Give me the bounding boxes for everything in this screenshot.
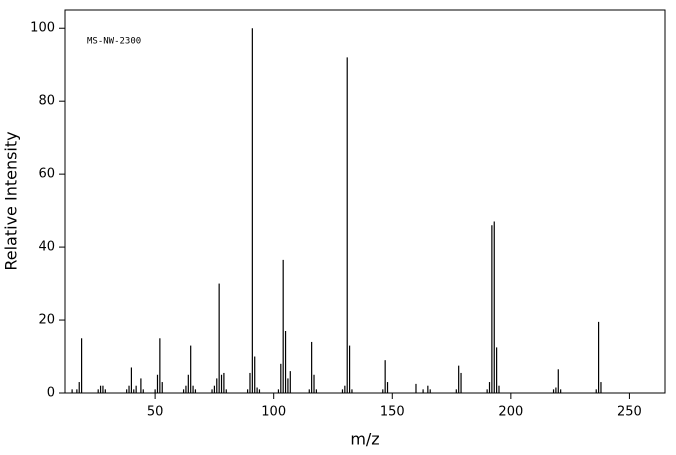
x-tick-label: 50	[147, 405, 164, 420]
x-tick-label: 250	[617, 405, 642, 420]
y-tick-label: 20	[38, 313, 55, 328]
y-tick-label: 40	[38, 240, 55, 255]
x-tick-label: 200	[498, 405, 523, 420]
y-tick-label: 100	[30, 21, 55, 36]
x-tick-label: 100	[261, 405, 286, 420]
y-tick-label: 80	[38, 94, 55, 109]
x-axis-title: m/z	[350, 430, 379, 449]
x-tick-label: 150	[380, 405, 405, 420]
y-tick-label: 0	[47, 386, 55, 401]
y-tick-label: 60	[38, 167, 55, 182]
plot-frame	[64, 9, 666, 394]
annotation: MS-NW-2300	[87, 37, 141, 47]
y-axis-title: Relative Intensity	[2, 131, 21, 270]
